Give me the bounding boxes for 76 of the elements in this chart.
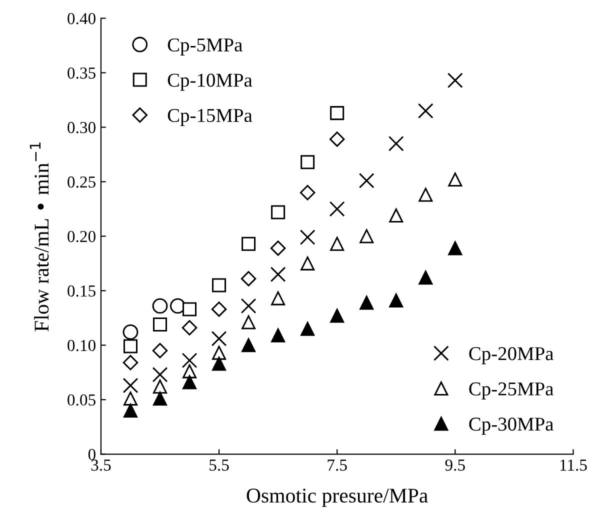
y-tick-label: 0 bbox=[88, 448, 96, 460]
point bbox=[447, 72, 463, 88]
point bbox=[270, 240, 286, 256]
point bbox=[330, 308, 344, 323]
point bbox=[330, 106, 344, 120]
x-tick-label: 7.5 bbox=[328, 460, 347, 471]
point bbox=[182, 302, 197, 316]
point bbox=[448, 172, 462, 187]
legend-label: Cp-10MPa bbox=[168, 74, 252, 91]
point bbox=[211, 302, 227, 317]
point bbox=[122, 378, 138, 394]
point bbox=[418, 188, 433, 202]
point bbox=[240, 271, 256, 286]
x-tick-label: 5.5 bbox=[210, 460, 229, 471]
point bbox=[418, 270, 433, 285]
point bbox=[360, 296, 374, 310]
point bbox=[360, 229, 374, 244]
point bbox=[182, 375, 197, 390]
point bbox=[152, 298, 168, 314]
point bbox=[152, 380, 168, 394]
point bbox=[242, 236, 256, 251]
point bbox=[271, 328, 286, 342]
point bbox=[123, 392, 138, 406]
point bbox=[242, 338, 256, 352]
point bbox=[271, 291, 286, 306]
legend-label: Cp-20MPa bbox=[469, 347, 554, 364]
point bbox=[122, 324, 138, 340]
point bbox=[271, 205, 286, 220]
point bbox=[300, 184, 316, 200]
point bbox=[122, 354, 138, 370]
point bbox=[300, 230, 316, 246]
x-tick-label: 9.5 bbox=[445, 460, 465, 471]
point bbox=[329, 201, 345, 217]
point bbox=[270, 266, 286, 282]
point bbox=[329, 132, 345, 147]
point bbox=[152, 342, 168, 358]
point bbox=[300, 155, 315, 170]
x-tick-label: 3.5 bbox=[91, 460, 111, 471]
point bbox=[389, 293, 404, 308]
y-tick-label: 0.40 bbox=[68, 12, 96, 24]
y-tick-label: 0.30 bbox=[68, 122, 96, 134]
point bbox=[389, 208, 404, 223]
legend-label: Cp-30MPa bbox=[469, 418, 554, 435]
x-axis-title: Osmotic presure/MPa bbox=[246, 488, 428, 507]
y-axis-title: Flow rate/mL • min$^{−1}$ bbox=[30, 142, 49, 332]
y-tick-label: 0.20 bbox=[68, 230, 96, 242]
point bbox=[182, 364, 197, 378]
point bbox=[123, 404, 138, 418]
legend-label: Cp-25MPa bbox=[469, 382, 554, 400]
point bbox=[152, 392, 168, 406]
point bbox=[152, 366, 168, 382]
point bbox=[212, 346, 226, 360]
point bbox=[123, 339, 138, 354]
point bbox=[152, 317, 168, 332]
point bbox=[330, 236, 344, 251]
point bbox=[448, 241, 462, 256]
legend-label: Cp-5MPa bbox=[168, 38, 242, 56]
point bbox=[182, 352, 198, 368]
y-tick-label: 0.10 bbox=[68, 340, 96, 352]
y-tick-label: 0.05 bbox=[68, 394, 96, 406]
point bbox=[388, 136, 404, 152]
point bbox=[242, 315, 256, 330]
point bbox=[211, 330, 227, 346]
legend-label: Cp-15MPa bbox=[168, 108, 252, 126]
point bbox=[358, 172, 374, 188]
x-tick-label: 11.5 bbox=[560, 460, 587, 471]
point bbox=[300, 256, 315, 270]
y-tick-label: 0.35 bbox=[68, 67, 96, 79]
point bbox=[418, 103, 434, 119]
point bbox=[182, 320, 198, 336]
y-tick-label: 0.15 bbox=[68, 285, 96, 297]
point bbox=[212, 278, 226, 292]
point bbox=[212, 356, 226, 371]
y-tick-label: 0.25 bbox=[68, 176, 96, 188]
point bbox=[300, 322, 315, 336]
point bbox=[240, 298, 256, 314]
